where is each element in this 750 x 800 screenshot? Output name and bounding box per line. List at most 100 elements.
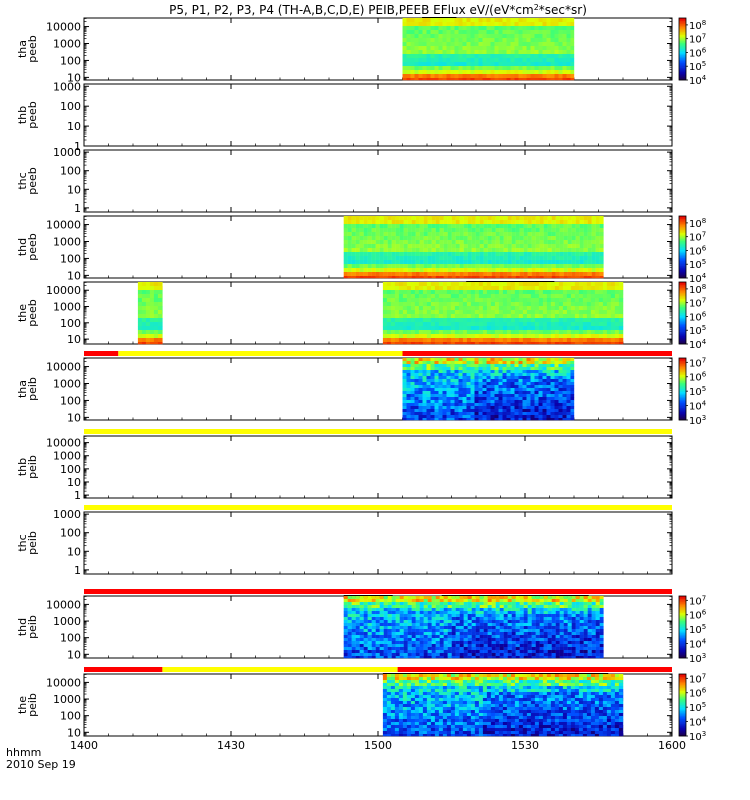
mode-bar-segment — [84, 505, 672, 510]
y-tick-label: 1 — [74, 489, 81, 502]
spectrogram-block-electron — [402, 18, 575, 81]
y-tick-label: 10000 — [46, 219, 81, 232]
y-tick-label: 10 — [67, 183, 81, 196]
mode-bar-segment — [402, 351, 672, 356]
mode-bar-segment — [397, 667, 672, 672]
colorbar-tick-label: 106 — [689, 609, 707, 622]
y-tick-label: 10000 — [46, 21, 81, 34]
colorbar-tick-label: 105 — [689, 701, 706, 714]
y-axis-label: the — [16, 696, 29, 714]
mode-bar-segment — [84, 351, 119, 356]
colorbar-tick-label: 104 — [689, 338, 707, 351]
colorbar-frame — [678, 595, 687, 659]
y-tick-label: 1000 — [53, 693, 81, 706]
y-axis-label: peeb — [26, 101, 39, 129]
mode-bar-segment — [84, 429, 672, 434]
y-tick-label: 10 — [67, 411, 81, 424]
y-tick-label: 10 — [67, 333, 81, 346]
mode-bar-segment — [84, 589, 672, 594]
mode-bar-segment — [118, 351, 403, 356]
panel-frame — [83, 511, 673, 575]
x-tick-label: 1400 — [70, 739, 98, 752]
y-axis-label: tha — [16, 380, 29, 398]
y-axis-label: thb — [16, 106, 29, 124]
spectrogram-block-ion — [402, 358, 575, 421]
y-axis-label: thb — [16, 458, 29, 476]
y-tick-label: 1000 — [53, 80, 81, 93]
y-tick-label: 1000 — [53, 301, 81, 314]
y-tick-label: 100 — [60, 394, 81, 407]
spectrogram-block-electron — [343, 216, 604, 279]
y-tick-label: 1000 — [53, 377, 81, 390]
y-tick-label: 10 — [67, 648, 81, 661]
y-tick-label: 10000 — [46, 676, 81, 689]
x-tick-label: 1600 — [658, 739, 686, 752]
y-axis-label: peib — [26, 531, 39, 555]
y-tick-label: 100 — [60, 317, 81, 330]
colorbar-tick-label: 105 — [689, 623, 706, 636]
y-tick-label: 10 — [67, 269, 81, 282]
chart-title: P5, P1, P2, P3, P4 (TH-A,B,C,D,E) PEIB,P… — [169, 3, 587, 17]
y-tick-label: 1000 — [53, 615, 81, 628]
y-tick-label: 1000 — [53, 37, 81, 50]
y-tick-label: 10 — [67, 726, 81, 739]
x-axis-date: 2010 Sep 19 — [6, 758, 76, 771]
y-axis-label: peib — [26, 377, 39, 401]
y-tick-label: 100 — [60, 463, 81, 476]
panel-frame — [83, 435, 673, 499]
colorbar-tick-label: 106 — [689, 310, 707, 323]
panel-frame — [83, 357, 673, 421]
spectrogram-block-ion — [343, 596, 604, 659]
y-tick-label: 100 — [60, 527, 81, 540]
colorbar-tick-label: 107 — [689, 33, 706, 46]
colorbar-tick-label: 108 — [689, 283, 706, 296]
colorbar-frame — [678, 673, 687, 737]
y-tick-label: 100 — [60, 100, 81, 113]
x-tick-label: 1430 — [217, 739, 245, 752]
colorbar-tick-label: 107 — [689, 672, 706, 685]
panels: 10000100010010thapeeb1081071061051041000… — [16, 17, 707, 743]
colorbar-tick-label: 106 — [689, 46, 707, 59]
colorbar-tick-label: 108 — [689, 19, 706, 32]
colorbar-frame — [678, 357, 687, 421]
colorbar-tick-label: 107 — [689, 356, 706, 369]
y-tick-label: 1 — [74, 564, 81, 577]
y-axis-label: peeb — [26, 233, 39, 261]
y-axis-label: thc — [16, 172, 29, 189]
y-tick-label: 1 — [74, 140, 81, 153]
y-axis-label: thd — [16, 618, 29, 636]
colorbar-tick-label: 105 — [689, 385, 706, 398]
y-axis-label: thd — [16, 238, 29, 256]
colorbar-tick-label: 107 — [689, 297, 706, 310]
colorbar-tick-label: 105 — [689, 258, 706, 271]
y-tick-label: 1000 — [53, 508, 81, 521]
spectrogram-block-ion — [382, 674, 624, 737]
y-tick-label: 100 — [60, 54, 81, 67]
mode-bar-segment — [162, 667, 398, 672]
y-tick-label: 10 — [67, 71, 81, 84]
colorbar-frame — [678, 281, 687, 345]
colorbar-tick-label: 106 — [689, 687, 707, 700]
y-axis-label: peib — [26, 693, 39, 717]
mode-bar-segment — [84, 667, 163, 672]
y-tick-label: 100 — [60, 632, 81, 645]
y-tick-label: 100 — [60, 252, 81, 265]
colorbar-tick-label: 103 — [689, 414, 706, 427]
y-tick-label: 100 — [60, 165, 81, 178]
spectrogram-block-electron — [382, 282, 624, 345]
y-tick-label: 100 — [60, 710, 81, 723]
colorbar-tick-label: 106 — [689, 371, 707, 384]
x-tick-label: 1530 — [511, 739, 539, 752]
